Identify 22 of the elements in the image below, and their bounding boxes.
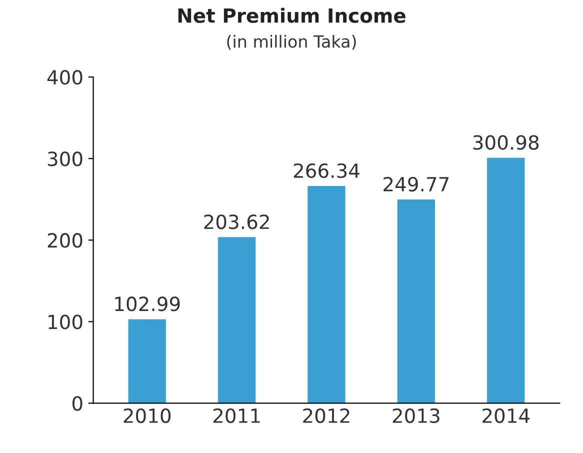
y-tick-label: 300 <box>48 152 82 166</box>
bar <box>397 200 436 404</box>
data-label: 203.62 <box>204 214 269 230</box>
x-tick-label: 2014 <box>482 408 530 424</box>
bar <box>308 186 346 404</box>
data-label: 102.99 <box>115 296 180 312</box>
bar <box>128 319 166 404</box>
chart-subtitle: (in million Taka) <box>227 34 356 50</box>
data-label: 300.98 <box>473 135 539 150</box>
bar <box>218 237 256 404</box>
x-tick-label: 2012 <box>303 408 350 424</box>
y-tick-label: 100 <box>48 314 82 330</box>
chart-title: Net Premium Income <box>178 8 406 23</box>
y-tick-label: 400 <box>47 70 82 85</box>
x-tick-label: 2010 <box>124 408 171 424</box>
data-label: 249.77 <box>384 176 449 192</box>
y-tick-label: 0 <box>72 396 82 411</box>
x-tick-label: 2013 <box>392 408 440 424</box>
bar <box>487 158 525 404</box>
y-tick-label: 200 <box>48 233 82 248</box>
data-label: 266.34 <box>294 163 360 178</box>
x-tick-label: 2011 <box>213 408 260 424</box>
